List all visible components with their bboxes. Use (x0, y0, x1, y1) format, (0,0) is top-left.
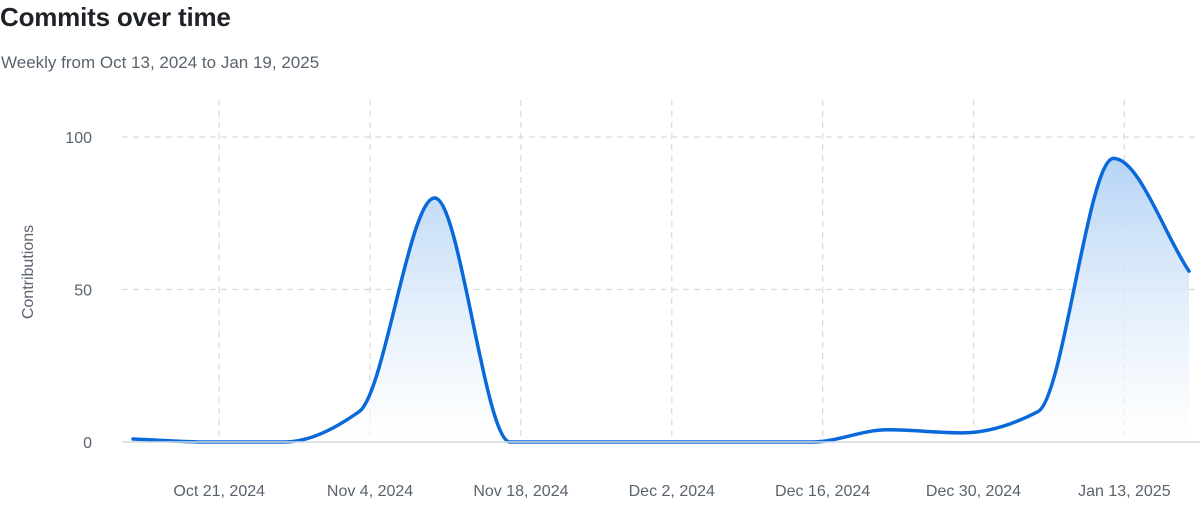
x-tick-label: Jan 13, 2025 (1078, 483, 1171, 500)
series-group (131, 156, 1191, 444)
x-tick-label: Nov 18, 2024 (473, 483, 568, 500)
x-tick-label: Nov 4, 2024 (327, 483, 413, 500)
series-area-fill (133, 158, 1189, 442)
chart-title: Commits over time (0, 2, 231, 32)
vertical-gridlines (218, 100, 1125, 442)
y-tick-label: 0 (83, 435, 92, 452)
chart-subtitle: Weekly from Oct 13, 2024 to Jan 19, 2025 (1, 53, 320, 72)
x-tick-label: Dec 30, 2024 (926, 483, 1021, 500)
x-tick-label: Dec 16, 2024 (775, 483, 870, 500)
x-tick-label: Dec 2, 2024 (629, 483, 715, 500)
y-axis-label: Contributions (20, 225, 37, 319)
x-tick-label: Oct 21, 2024 (173, 483, 265, 500)
y-tick-label: 50 (74, 283, 92, 300)
horizontal-gridlines (122, 136, 1200, 291)
y-tick-label: 100 (65, 130, 92, 147)
series-line (131, 156, 1191, 444)
x-axis: Oct 21, 2024 Nov 4, 2024 Nov 18, 2024 Dec 2… (122, 441, 1200, 500)
y-axis: 0 50 100 (65, 130, 92, 452)
